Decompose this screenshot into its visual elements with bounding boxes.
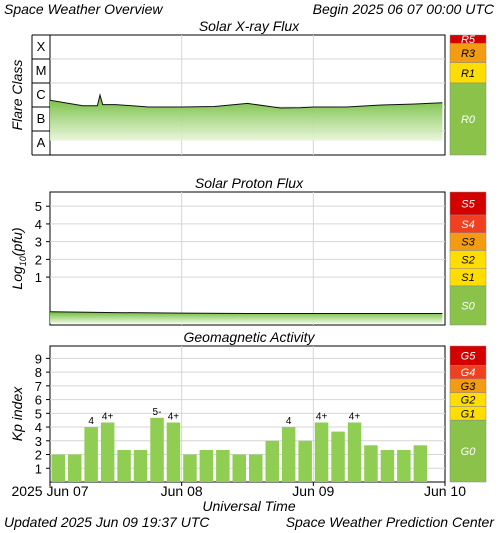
kp-bar [281,427,296,482]
xray-flux-line [49,93,443,109]
kp-ytick-label: 3 [35,434,42,449]
xaxis-tick-label: Jun 09 [292,483,334,499]
xray-scale-label: R1 [461,68,475,80]
kp-scale-label: G4 [461,367,476,379]
xray-class-label: C [36,87,45,102]
xray-panel-title: Solar X-ray Flux [199,18,300,34]
kp-bar [232,454,246,482]
xray-ylabel: Flare Class [9,60,25,131]
xray-scale-label: R3 [461,48,476,60]
proton-plot-frame [49,191,446,326]
kp-bar [166,422,181,482]
kp-bar-label: 4+ [102,412,114,423]
kp-scale-label: G3 [461,381,477,393]
kp-scale-segment [449,419,487,483]
kp-ytick-label: 2 [35,448,42,463]
proton-panel-title: Solar Proton Flux [195,175,304,191]
kp-ytick-label: 1 [35,461,42,476]
kp-bar [397,450,411,482]
app-title: Space Weather Overview [4,1,163,17]
proton-scale-segment [449,285,487,326]
kp-bar-label: 4+ [316,412,328,423]
kp-bar-label: 4 [88,416,94,427]
kp-scale-label: G2 [461,395,476,407]
proton-ytick-label: 4 [35,217,42,232]
kp-bar [216,450,230,482]
kp-ytick-label: 8 [35,365,42,380]
kp-bar-label: 4+ [349,412,361,423]
kp-ytick-label: 4 [35,420,42,435]
kp-bar [51,454,65,482]
updated-time: Updated 2025 Jun 09 19:37 UTC [4,514,210,530]
proton-flux-area [50,311,443,324]
proton-ytick-label: 3 [35,235,42,250]
proton-scale-label: S2 [461,254,474,266]
kp-ytick-label: 6 [35,393,42,408]
proton-scale-label: S4 [461,219,474,231]
xray-class-label: M [36,63,47,78]
proton-ytick-label: 1 [35,270,42,285]
kp-bar [298,440,312,482]
kp-bar [331,431,345,482]
xaxis-tick-label: Jun 08 [161,483,203,499]
proton-panel: 1 2 3 4 5 S5 S4 S3 S2 S1 S0 Log10(pfu) [9,191,487,326]
kp-scale-label: G5 [461,351,477,363]
kp-bar-label: 4+ [168,412,180,423]
kp-plot-frame [49,345,446,483]
proton-scale-label: S0 [461,300,475,312]
begin-time: Begin 2025 06 07 00:00 UTC [313,1,495,17]
xray-class-label: B [37,111,46,126]
kp-bar-label: 5- [153,407,162,418]
xaxis-tick-label: 2025 Jun 07 [11,483,88,499]
proton-ylabel: Log10(pfu) [9,227,28,289]
kp-bar [100,422,115,482]
xray-class-label: X [37,39,46,54]
proton-ytick-label: 5 [35,199,42,214]
kp-scale-label: G1 [461,408,476,420]
proton-flux-line [49,311,443,314]
kp-ytick-label: 7 [35,379,42,394]
kp-ylabel: Kp index [9,386,25,441]
kp-bar [265,440,279,482]
kp-bar [84,427,98,482]
xray-scale-label: R0 [461,114,476,126]
kp-bar [117,450,131,482]
kp-bar [150,417,164,482]
kp-bar [68,454,82,482]
swpc-credit: Space Weather Prediction Center [286,514,496,530]
kp-bar [249,454,263,482]
kp-bar [199,450,214,482]
kp-bar [380,450,395,482]
proton-scale-label: S1 [461,272,474,284]
xaxis-tick-label: Jun 10 [424,483,466,499]
kp-bar [347,422,362,482]
kp-ytick-label: 5 [35,406,42,421]
kp-bar [314,422,329,482]
kp-bar [364,445,378,482]
proton-scale-label: S5 [461,199,475,211]
kp-bar [183,454,197,482]
geomag-panel-title: Geomagnetic Activity [184,329,316,345]
proton-scale-label: S3 [461,237,475,249]
kp-bar-label: 4 [286,416,292,427]
kp-bar [133,450,148,482]
xaxis-label: Universal Time [202,498,295,514]
kp-scale-label: G0 [461,446,477,458]
proton-ytick-label: 2 [35,252,42,267]
kp-bar [413,445,428,482]
xray-scale-segment [449,82,487,156]
xray-flux-area [50,95,443,141]
xray-class-label: A [37,135,46,150]
kp-ytick-label: 9 [35,351,42,366]
